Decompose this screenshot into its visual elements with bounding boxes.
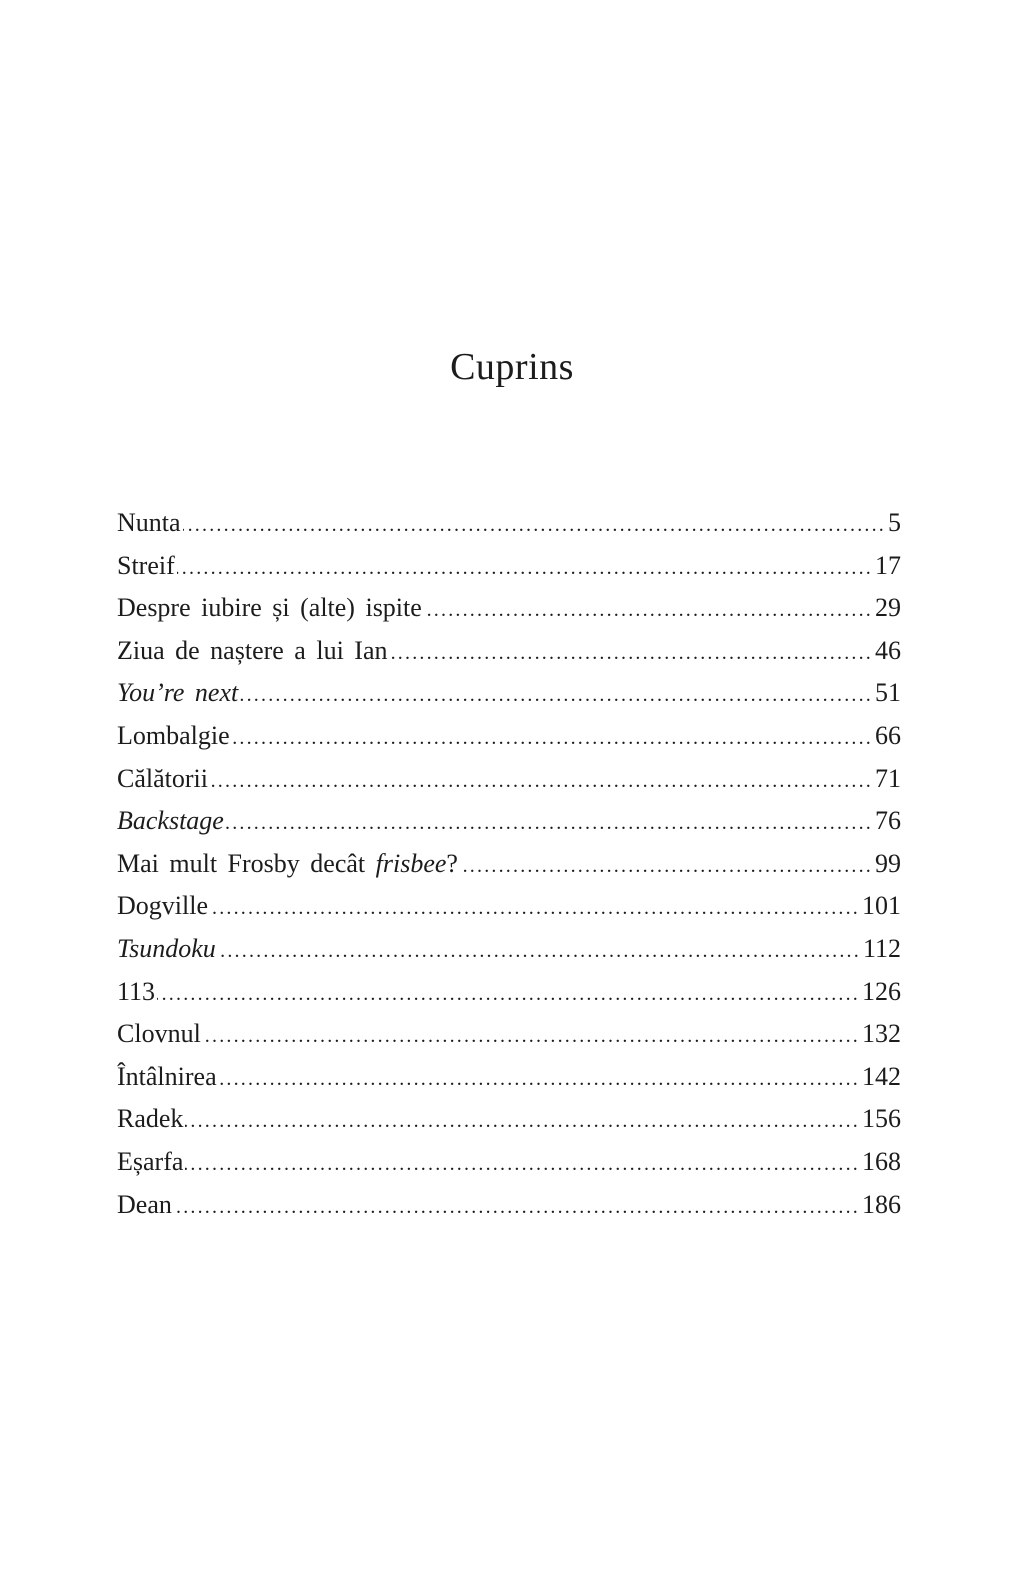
- toc-entry-title: Dogville: [117, 885, 208, 928]
- toc-entry-page-number: 126: [862, 976, 901, 1006]
- toc-entry-title: Clovnul: [117, 1013, 201, 1056]
- toc-entry[interactable]: Lombalgie...............................…: [117, 715, 901, 758]
- dot-leader: ........................................…: [173, 1195, 860, 1218]
- toc-entry-page-number: 5: [888, 508, 901, 537]
- toc-entry-page-number: 101: [862, 891, 901, 921]
- toc-entry-title-segment: Mai mult Frosby decât: [117, 848, 376, 878]
- toc-entry-page-number: 46: [875, 635, 901, 665]
- toc-entry-title-segment: Despre iubire și (alte) ispite: [117, 593, 422, 623]
- toc-entry[interactable]: Mai mult Frosby decât frisbee?..........…: [117, 843, 901, 886]
- toc-entry[interactable]: Nunta...................................…: [117, 502, 901, 545]
- toc-entry-page-number: 168: [862, 1146, 901, 1176]
- toc-entry[interactable]: Călătorii...............................…: [117, 758, 901, 801]
- toc-entry-title-segment: Dean: [117, 1189, 172, 1219]
- dot-leader: ........................................…: [390, 641, 873, 664]
- toc-entry-title-segment: Backstage: [117, 806, 224, 836]
- toc-entry[interactable]: Dean....................................…: [117, 1184, 901, 1227]
- toc-entry-title-segment: Eșarfa: [117, 1146, 184, 1176]
- dot-leader: ........................................…: [218, 939, 861, 962]
- toc-entry-title-segment: Dogville: [117, 891, 208, 921]
- dot-leader: ........................................…: [185, 1152, 860, 1175]
- toc-entry[interactable]: Backstage...............................…: [117, 800, 901, 843]
- toc-entry-title-segment: Nunta: [117, 508, 181, 537]
- toc-entry-title-segment: Ziua de naștere a lui Ian: [117, 635, 388, 665]
- toc-entry-title-segment: Întâlnirea: [117, 1061, 217, 1091]
- toc-entry-title: 113: [117, 971, 155, 1014]
- toc-entry-title: You’re next: [117, 672, 238, 715]
- dot-leader: ........................................…: [202, 1025, 860, 1048]
- toc-entry[interactable]: Clovnul.................................…: [117, 1013, 901, 1056]
- dot-leader: ........................................…: [424, 599, 873, 622]
- toc-entry-title: Despre iubire și (alte) ispite: [117, 587, 422, 630]
- dot-leader: ........................................…: [232, 726, 873, 749]
- dot-leader: ........................................…: [182, 514, 886, 536]
- toc-entry-page-number: 142: [862, 1061, 901, 1091]
- toc-entry[interactable]: Despre iubire și (alte) ispite..........…: [117, 587, 901, 630]
- toc-entry-title-segment: Radek: [117, 1104, 184, 1134]
- toc-entry-title: Streif: [117, 545, 175, 588]
- toc-entry-title-segment: You’re next: [117, 678, 239, 708]
- toc-entry-page-number: 17: [875, 550, 901, 580]
- toc-entry-page-number: 132: [862, 1019, 901, 1049]
- toc-entry-title-segment: Streif: [117, 550, 175, 580]
- toc-entry-title-segment: Călătorii: [117, 763, 208, 793]
- toc-entry[interactable]: Ziua de naștere a lui Ian...............…: [117, 630, 901, 673]
- toc-entry-page-number: 99: [875, 848, 901, 878]
- dot-leader: ........................................…: [209, 769, 873, 792]
- toc-entry-title: Dean: [117, 1184, 172, 1227]
- toc-entry-title: Călătorii: [117, 758, 208, 801]
- toc-entry-title-segment: Clovnul: [117, 1019, 201, 1049]
- toc-entry-title-segment: frisbee: [375, 848, 447, 878]
- toc-entry[interactable]: Eșarfa..................................…: [117, 1141, 901, 1184]
- toc-entry-page-number: 156: [862, 1104, 901, 1134]
- toc-entry[interactable]: Radek...................................…: [117, 1098, 901, 1141]
- dot-leader: ........................................…: [240, 684, 873, 707]
- toc-entry-title: Nunta: [117, 502, 181, 545]
- dot-leader: ........................................…: [460, 854, 873, 877]
- toc-entry-title: Radek: [117, 1098, 183, 1141]
- toc-entry-title-segment: ?: [446, 848, 458, 878]
- toc-entry-title: Ziua de naștere a lui Ian: [117, 630, 388, 673]
- toc-entry[interactable]: Streif..................................…: [117, 545, 901, 588]
- toc-entry-title: Mai mult Frosby decât frisbee?: [117, 843, 458, 886]
- toc-entry-page-number: 112: [862, 933, 901, 963]
- table-of-contents: Nunta...................................…: [117, 502, 901, 1226]
- toc-entry-title-segment: Lombalgie: [117, 720, 230, 750]
- toc-entry-page-number: 51: [875, 678, 901, 708]
- toc-entry-page-number: 66: [875, 720, 901, 750]
- dot-leader: ........................................…: [157, 982, 860, 1005]
- toc-entry[interactable]: Dogville................................…: [117, 885, 901, 928]
- toc-entry-title: Backstage: [117, 800, 224, 843]
- toc-entry-page-number: 71: [875, 763, 901, 793]
- dot-leader: ........................................…: [219, 1067, 860, 1090]
- toc-entry-title: Tsundoku: [117, 928, 216, 971]
- toc-entry[interactable]: Întâlnirea..............................…: [117, 1056, 901, 1099]
- toc-entry-page-number: 76: [875, 806, 901, 836]
- toc-entry-title-segment: Tsundoku: [117, 933, 216, 963]
- toc-entry-page-number: 29: [875, 593, 901, 623]
- toc-entry[interactable]: Tsundoku................................…: [117, 928, 901, 971]
- dot-leader: ........................................…: [185, 1110, 860, 1133]
- toc-entry[interactable]: You’re next.............................…: [117, 672, 901, 715]
- toc-entry-page-number: 186: [862, 1189, 901, 1219]
- dot-leader: ........................................…: [176, 556, 873, 579]
- toc-entry-title-segment: 113: [117, 976, 156, 1006]
- toc-entry-title: Întâlnirea: [117, 1056, 217, 1099]
- page-title: Cuprins: [450, 346, 574, 388]
- dot-leader: ........................................…: [210, 897, 860, 920]
- dot-leader: ........................................…: [225, 812, 873, 835]
- toc-entry[interactable]: 113.....................................…: [117, 971, 901, 1014]
- toc-entry-title: Eșarfa: [117, 1141, 183, 1184]
- toc-entry-title: Lombalgie: [117, 715, 230, 758]
